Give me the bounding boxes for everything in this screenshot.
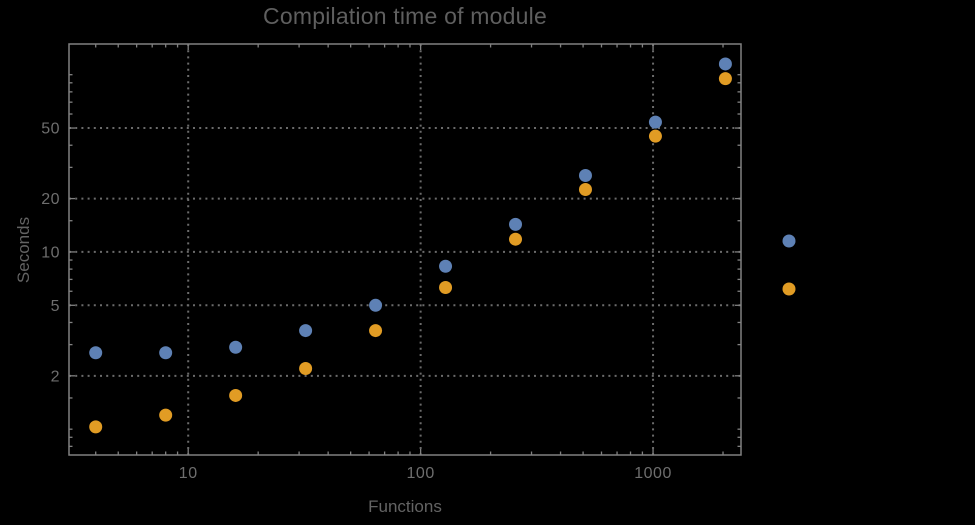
legend <box>782 234 796 296</box>
data-point <box>648 115 662 129</box>
tick-marks <box>69 44 741 455</box>
data-point <box>89 346 103 360</box>
y-tick-label: 50 <box>41 121 60 138</box>
y-tick-labels: 2 5 10 20 50 <box>41 121 60 386</box>
data-point <box>509 232 523 246</box>
y-tick-label: 20 <box>41 191 60 208</box>
plot-frame <box>68 43 742 456</box>
y-tick-label: 5 <box>51 298 60 315</box>
data-point <box>648 129 662 143</box>
data-point <box>369 298 383 312</box>
x-tick-label: 100 <box>407 465 435 482</box>
data-point <box>439 259 453 273</box>
data-point <box>299 324 313 338</box>
data-point <box>509 217 523 231</box>
x-tick-label: 1000 <box>634 465 672 482</box>
legend-marker-series-2 <box>782 282 796 296</box>
data-point <box>159 346 173 360</box>
legend-marker-series-1 <box>782 234 796 248</box>
data-point <box>578 168 592 182</box>
data-point <box>718 72 732 86</box>
data-points-series-1 <box>89 57 732 360</box>
data-point <box>718 57 732 71</box>
data-point <box>299 361 313 375</box>
data-point <box>578 183 592 197</box>
x-axis-label: Functions <box>368 497 442 516</box>
gridlines <box>69 44 741 455</box>
data-point <box>369 324 383 338</box>
data-point <box>229 388 243 402</box>
data-point <box>229 340 243 354</box>
chart-title: Compilation time of module <box>263 3 547 29</box>
data-point <box>159 408 173 422</box>
x-tick-label: 10 <box>179 465 198 482</box>
y-tick-label: 2 <box>51 368 60 385</box>
data-point <box>439 281 453 295</box>
data-point <box>89 420 103 434</box>
y-tick-label: 10 <box>41 244 60 261</box>
x-tick-labels: 10 100 1000 <box>179 465 672 482</box>
data-points-series-2 <box>89 72 732 434</box>
